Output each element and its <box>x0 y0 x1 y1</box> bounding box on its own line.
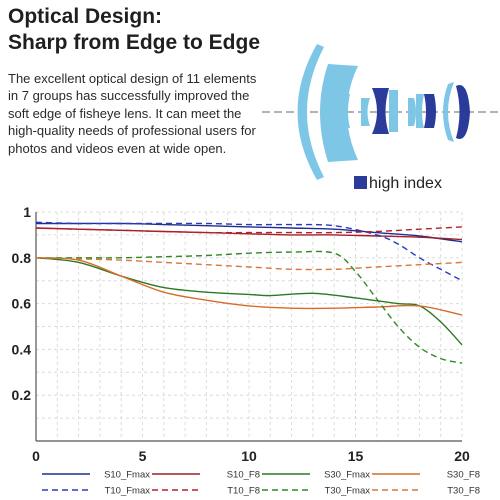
series-line-s30-fmax <box>35 257 463 346</box>
series-line-t30-f8 <box>35 257 463 271</box>
lens-element-high-index <box>424 94 436 128</box>
lens-diagram: high index <box>262 44 498 192</box>
lens-element-high-index <box>372 88 389 134</box>
lens-element <box>297 44 324 180</box>
x-tick-label: 5 <box>139 448 147 464</box>
x-tick-label: 0 <box>32 448 40 464</box>
y-tick-label: 0.2 <box>12 387 32 403</box>
y-tick-label: 1 <box>23 204 31 220</box>
y-tick-label: 0.8 <box>12 250 32 266</box>
lens-element <box>389 90 398 132</box>
y-tick-label: 0.4 <box>12 341 32 357</box>
y-tick-label: 0.6 <box>12 296 32 312</box>
lens-element <box>416 94 424 128</box>
lens-element <box>342 94 350 128</box>
legend-label-s30-f8: S30_F8 <box>447 470 480 481</box>
x-tick-label: 10 <box>241 448 257 464</box>
high-index-swatch <box>354 176 367 189</box>
series-line-t30-fmax <box>36 250 463 364</box>
series-line-t10-f8 <box>35 226 463 234</box>
mtf-chart: 0 5 10 15 20 1 0.8 0.6 0.4 0.2 S10_Fmax S10_F8 S30_… <box>12 204 480 497</box>
legend-label-t30-fmax: T30_Fmax <box>325 486 371 497</box>
chart-axes <box>35 212 462 442</box>
page-title: Optical Design: Sharp from Edge to Edge <box>8 4 288 56</box>
x-tick-label: 20 <box>454 448 470 464</box>
chart-series <box>35 221 463 364</box>
legend-label-s30-fmax: S30_Fmax <box>324 470 370 481</box>
title-line-1: Optical Design: <box>8 5 163 28</box>
chart-legend: S10_Fmax S10_F8 S30_Fmax S30_F8 T10_Fmax T10_… <box>42 470 480 497</box>
lens-element <box>443 82 454 142</box>
lens-element <box>320 64 358 162</box>
legend-label-t10-fmax: T10_Fmax <box>105 486 151 497</box>
chart-ticks: 0 5 10 15 20 1 0.8 0.6 0.4 0.2 <box>12 204 470 464</box>
chart-grid <box>36 211 463 441</box>
high-index-label: high index <box>369 175 442 192</box>
legend-label-t10-f8: T10_F8 <box>227 486 260 497</box>
series-line-t10-fmax <box>35 221 463 282</box>
legend-label-s10-f8: S10_F8 <box>227 470 260 481</box>
lens-element <box>361 98 370 126</box>
lens-element-high-index <box>456 85 470 139</box>
series-line-s30-f8 <box>35 257 463 316</box>
title-line-2: Sharp from Edge to Edge <box>8 31 261 54</box>
legend-label-s10-fmax: S10_Fmax <box>104 470 150 481</box>
x-tick-label: 15 <box>348 448 364 464</box>
legend-label-t30-f8: T30_F8 <box>447 486 480 497</box>
description-text: The excellent optical design of 11 eleme… <box>8 71 257 156</box>
lens-element <box>408 98 416 126</box>
